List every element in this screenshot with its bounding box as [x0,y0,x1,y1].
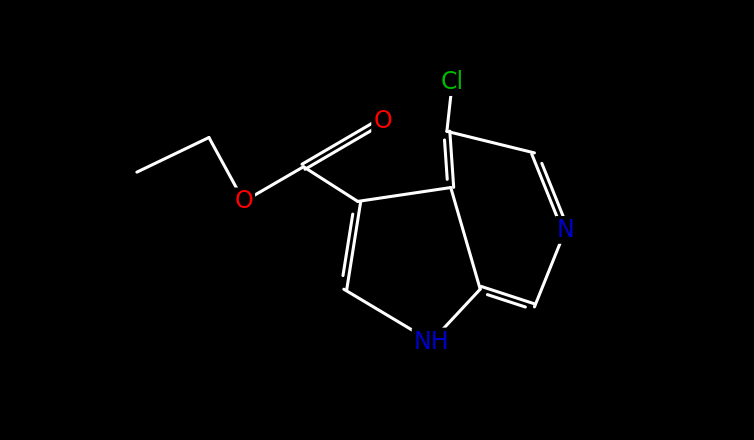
Text: Cl: Cl [441,70,464,94]
Text: O: O [373,109,392,132]
Text: NH: NH [413,330,449,354]
Text: O: O [234,189,253,213]
Text: N: N [556,218,575,242]
